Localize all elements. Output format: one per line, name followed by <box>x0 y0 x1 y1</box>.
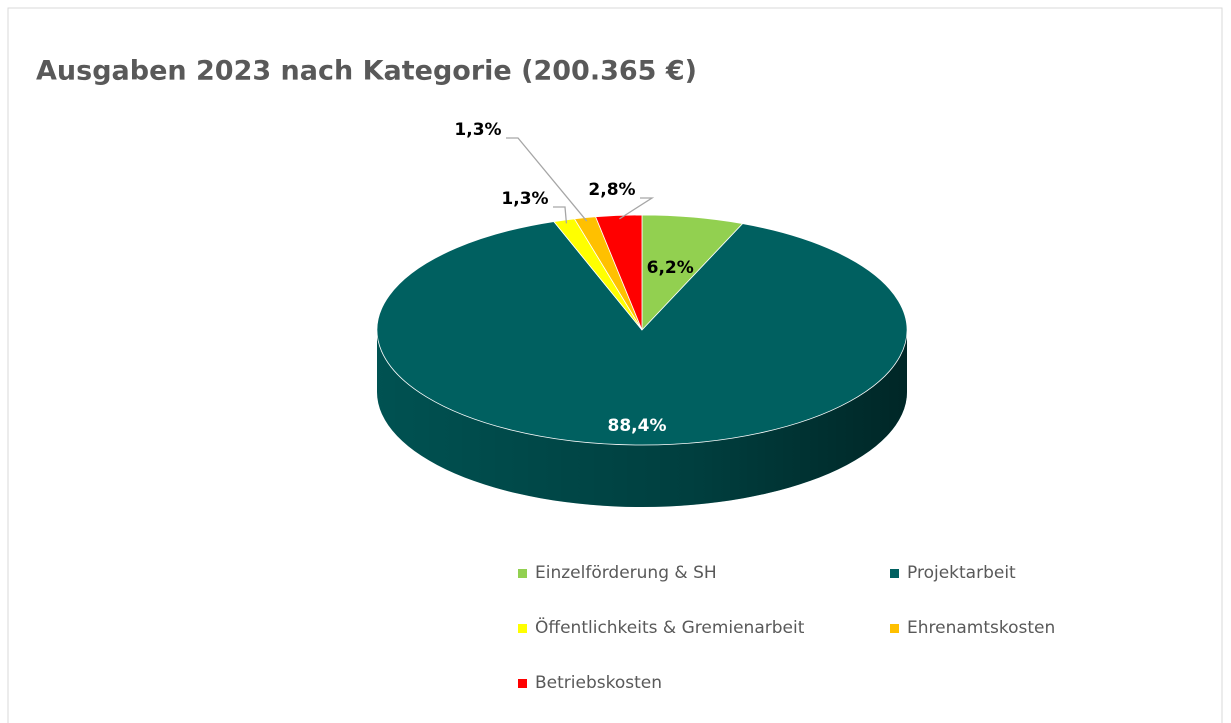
data-label: 1,3% <box>454 120 501 140</box>
legend-swatch <box>890 569 899 578</box>
leader-line <box>506 137 588 222</box>
legend-label: Projektarbeit <box>907 563 1016 583</box>
legend-label: Betriebskosten <box>535 673 662 693</box>
legend-swatch <box>518 679 527 688</box>
side-shade <box>377 330 907 507</box>
legend-swatch <box>518 624 527 633</box>
data-label: 88,4% <box>608 416 667 436</box>
legend-label: Einzelförderung & SH <box>535 563 717 583</box>
chart-title: Ausgaben 2023 nach Kategorie (200.365 €) <box>36 56 697 87</box>
leader-line <box>619 197 655 220</box>
legend-label: Öffentlichkeits & Gremienarbeit <box>535 616 805 638</box>
legend-swatch <box>518 569 527 578</box>
slice <box>376 221 908 446</box>
legend-swatch <box>890 624 899 633</box>
slice <box>595 214 643 331</box>
data-label: 2,8% <box>588 180 635 200</box>
legend-label: Ehrenamtskosten <box>907 618 1055 638</box>
data-label: 6,2% <box>647 258 694 278</box>
data-label: 1,3% <box>501 189 548 209</box>
leader-line <box>553 206 568 224</box>
